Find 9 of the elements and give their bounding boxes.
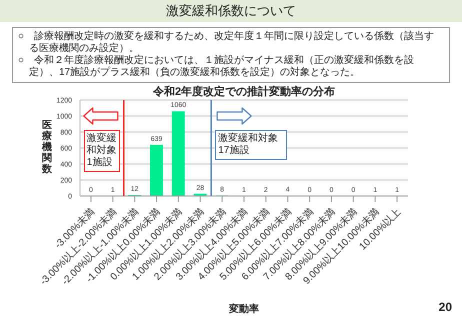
text: 20: [438, 300, 452, 314]
ref-line-label: 激変緩和対象1施設: [84, 130, 120, 172]
x-axis-title: 変動率: [228, 302, 260, 316]
text: ○ 令和２年度診療報酬改定においては、１施設がマイナス緩和（正の激変緩和係数を設定）、17施設がプラス緩和（負の激変緩和係数を設定）の対象となった。: [18, 55, 416, 79]
chart-title: 激変緩和係数について: [0, 0, 462, 22]
ref-line-label: 激変緩和対象17施設: [215, 130, 288, 160]
y-axis-title: 医療機関数: [42, 120, 53, 175]
chart-subtitle: 令和2年度改定での推計変動率の分布: [152, 84, 336, 99]
text: ○ 診療報酬改定時の激変を緩和するため、改定年度１年間に限り設定している係数（該当する医療機関のみ設定）。: [18, 31, 436, 54]
